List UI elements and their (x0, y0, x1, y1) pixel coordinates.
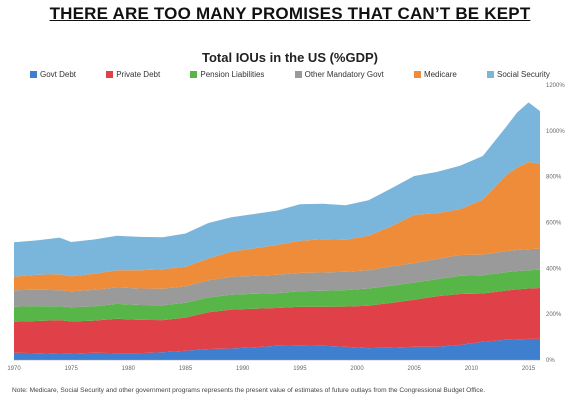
x-tick-label: 1975 (64, 366, 78, 372)
area-govt-debt (14, 338, 540, 360)
area-social-security (14, 102, 540, 277)
legend-item-medicare: Medicare (413, 70, 457, 79)
legend-swatch-other-mandatory-govt (294, 71, 302, 78)
y-tick-label: 200% (546, 312, 562, 318)
legend-item-pension-liabilities: Pension Liabilities (190, 70, 264, 79)
y-tick-label: 0% (546, 358, 555, 364)
area-medicare (14, 162, 540, 292)
y-tick-label: 1200% (546, 83, 565, 89)
x-tick-label: 1985 (179, 366, 193, 372)
chart-legend: Govt Debt Private Debt Pension Liabiliti… (30, 70, 550, 79)
legend-item-other-mandatory-govt: Other Mandatory Govt (294, 70, 384, 79)
x-tick-label: 1980 (122, 366, 136, 372)
legend-label-medicare: Medicare (423, 70, 457, 79)
legend-label-govt-debt: Govt Debt (40, 70, 77, 79)
legend-swatch-social-security (487, 71, 495, 78)
legend-item-govt-debt: Govt Debt (30, 70, 76, 79)
legend-label-other-mandatory-govt: Other Mandatory Govt (304, 70, 384, 79)
legend-swatch-private-debt (106, 71, 114, 78)
x-tick-label: 1995 (293, 366, 307, 372)
x-tick-label: 2005 (408, 366, 422, 372)
x-tick-label: 2010 (465, 366, 479, 372)
x-tick-label: 2015 (522, 366, 536, 372)
x-tick-label: 2000 (350, 366, 364, 372)
legend-swatch-govt-debt (30, 71, 37, 78)
y-tick-label: 800% (546, 175, 562, 181)
legend-swatch-pension-liabilities (190, 71, 198, 78)
area-other-mandatory-govt (14, 248, 540, 308)
chart-title: Total IOUs in the US (%GDP) (202, 50, 378, 65)
page-headline: THERE ARE TOO MANY PROMISES THAT CAN’T B… (49, 4, 531, 23)
y-tick-label: 400% (546, 266, 562, 272)
legend-item-private-debt: Private Debt (106, 70, 160, 79)
legend-label-private-debt: Private Debt (116, 70, 161, 79)
y-tick-label: 600% (546, 221, 562, 227)
footnote: Note: Medicare, Social Security and othe… (12, 387, 486, 394)
legend-swatch-medicare (413, 71, 421, 78)
y-tick-label: 1000% (546, 129, 565, 135)
area-pension-liabilities (14, 269, 540, 322)
x-tick-label: 1990 (236, 366, 250, 372)
area-private-debt (14, 288, 540, 354)
x-tick-label: 1970 (7, 366, 21, 372)
legend-item-social-security: Social Security (487, 70, 550, 79)
legend-label-pension-liabilities: Pension Liabilities (200, 70, 265, 79)
legend-label-social-security: Social Security (497, 70, 550, 79)
